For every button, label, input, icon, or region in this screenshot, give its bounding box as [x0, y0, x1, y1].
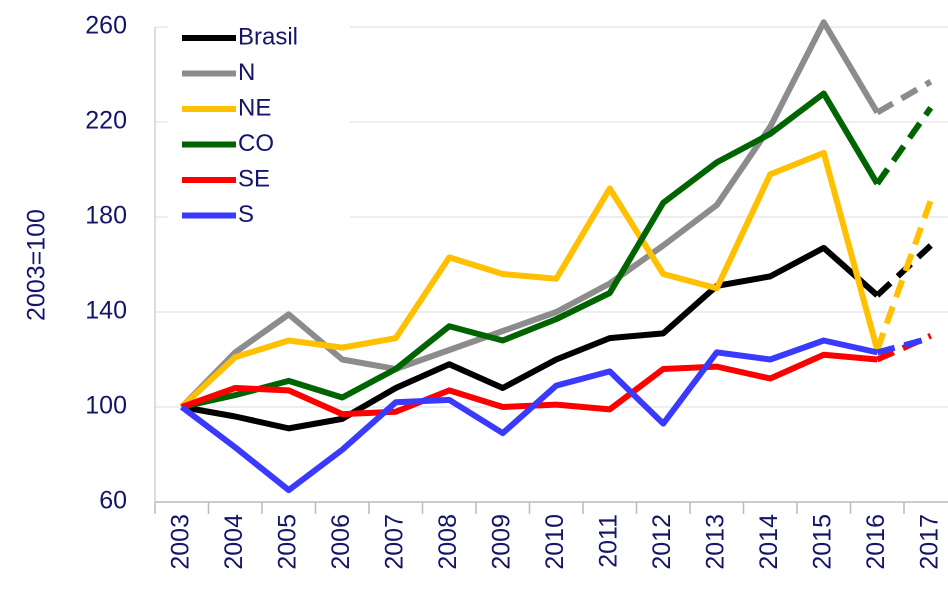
- y-axis-label: 2003=100: [23, 209, 51, 321]
- legend-label: SE: [238, 165, 270, 192]
- x-tick-label: 2003: [166, 514, 194, 570]
- x-tick-label: 2007: [380, 514, 408, 570]
- x-tick-label: 2013: [701, 514, 729, 570]
- series-line: [181, 244, 880, 432]
- legend: Brasil N NE CO SE S: [168, 18, 350, 230]
- y-tick-label: 100: [85, 392, 127, 420]
- series-line-dashed: [874, 106, 934, 186]
- y-tick-label: 180: [85, 202, 127, 230]
- legend-background: [168, 18, 350, 230]
- legend-label: S: [238, 201, 254, 228]
- y-tick-label: 140: [85, 297, 127, 325]
- legend-label: Brasil: [238, 23, 298, 50]
- x-tick-label: 2017: [915, 514, 943, 570]
- x-tick-label: 2006: [327, 514, 355, 570]
- x-tick-label: 2015: [808, 514, 836, 570]
- x-tick-label: 2004: [220, 514, 248, 570]
- y-tick-label: 220: [85, 107, 127, 135]
- legend-label: CO: [238, 130, 274, 157]
- x-tick-label: 2012: [648, 514, 676, 570]
- series-line-dashed: [875, 243, 933, 298]
- x-tick-label: 2016: [862, 514, 890, 570]
- x-tick-label: 2014: [755, 514, 783, 570]
- y-tick-label: 60: [99, 487, 127, 515]
- x-tick-label: 2011: [594, 514, 622, 568]
- series-line: [179, 337, 878, 494]
- legend-label: NE: [238, 94, 271, 121]
- series-line-dashed: [875, 79, 933, 116]
- series-line-dashed: [876, 335, 932, 356]
- series-line: [181, 90, 880, 410]
- x-tick-label: 2008: [434, 514, 462, 570]
- series-line-dashed: [876, 333, 932, 363]
- y-tick-label: 260: [85, 12, 127, 40]
- series-line-dashed: [874, 199, 934, 352]
- series-line: [179, 149, 881, 410]
- x-tick-label: 2005: [273, 514, 301, 570]
- x-tick-label: 2009: [487, 514, 515, 570]
- x-tick-label: 2010: [541, 514, 569, 570]
- legend-label: N: [238, 59, 255, 86]
